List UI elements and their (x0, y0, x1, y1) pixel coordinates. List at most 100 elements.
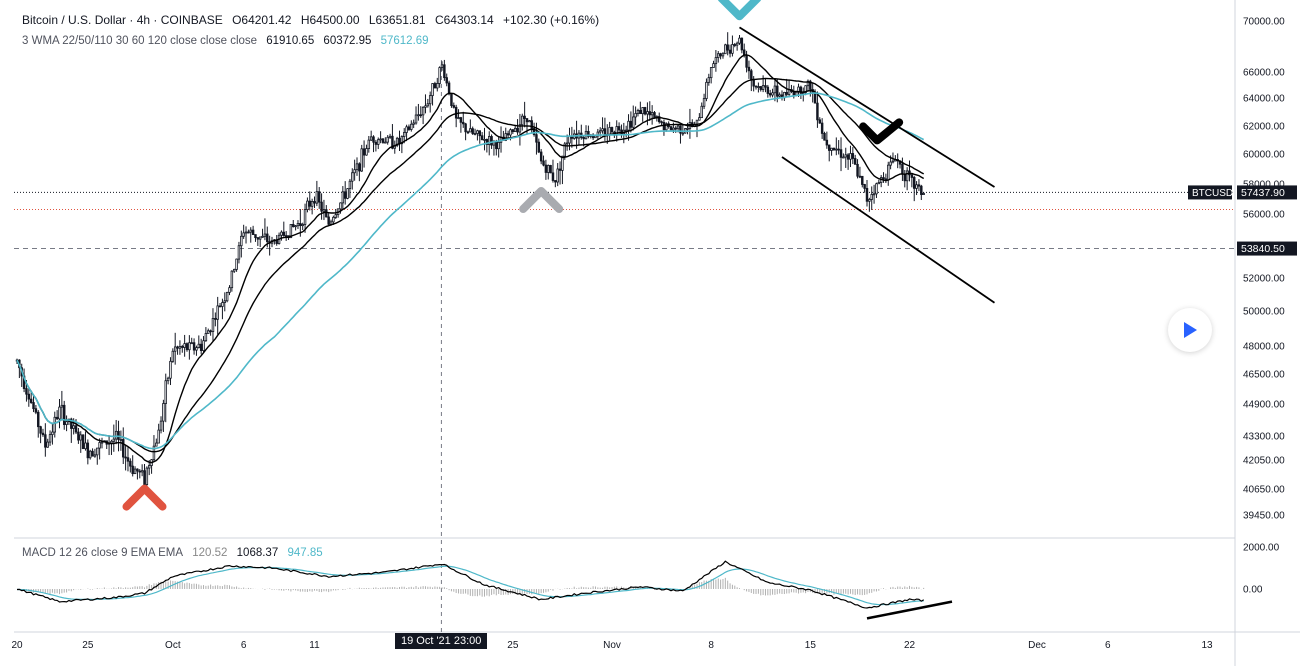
candle-body (632, 116, 635, 128)
candle-body (861, 175, 864, 185)
candle-body (511, 129, 515, 133)
candle-body (77, 431, 80, 441)
time-tick-label: 25 (507, 640, 519, 651)
symbol-legend: Bitcoin / U.S. Dollar · 4h · COINBASE O6… (22, 13, 605, 27)
candle-body (402, 132, 406, 137)
price-tick-label: 48000.00 (1243, 342, 1285, 353)
candle-body (771, 92, 774, 96)
candle-body (46, 441, 49, 448)
candle-body (84, 442, 87, 450)
price-tick-label: 58000.00 (1243, 180, 1285, 191)
candles (15, 32, 925, 493)
candle-body (428, 95, 432, 105)
candle-body (96, 447, 99, 456)
candle-body (211, 318, 215, 332)
candle-body (676, 125, 680, 130)
candle-body (530, 120, 533, 129)
play-button[interactable] (1168, 308, 1212, 352)
candle-body (766, 86, 770, 94)
candle-body (369, 136, 373, 141)
price-tick-label: 52000.00 (1243, 274, 1285, 285)
macd-value-line: 1068.37 (236, 547, 279, 559)
candle-body (365, 148, 368, 156)
candle-body (445, 77, 448, 84)
candle-body (698, 117, 701, 121)
candle-body (362, 148, 366, 156)
candle-body (358, 163, 361, 172)
candle-body (310, 201, 314, 207)
candle-body (395, 137, 399, 146)
candle-body (384, 141, 387, 144)
candle-body (478, 130, 482, 137)
candle-body (145, 467, 149, 485)
macd-legend: MACD 12 26 close 9 EMA EMA 120.52 1068.3… (22, 547, 329, 559)
candle-body (133, 468, 137, 475)
candle-body (294, 225, 297, 228)
candle-body (39, 426, 42, 434)
candle-body (93, 454, 97, 457)
candle-body (173, 346, 177, 352)
candle-body (438, 67, 441, 84)
candle-body (891, 160, 895, 163)
candle-body (91, 450, 94, 457)
candle-body (296, 223, 300, 227)
candle-body (407, 126, 411, 130)
candle-body (221, 302, 224, 307)
candle-body (565, 142, 569, 145)
candle-body (129, 460, 132, 467)
candle-body (495, 141, 498, 150)
candle-body (799, 86, 803, 94)
candle-body (823, 133, 826, 141)
macd-value-hist: 120.52 (192, 547, 228, 559)
candle-body (532, 128, 536, 136)
candle-body (839, 149, 843, 158)
candle-body (660, 121, 663, 124)
candle-body (721, 53, 725, 57)
candle-body (284, 235, 288, 237)
candle-body (65, 421, 68, 426)
candle-body (147, 465, 151, 469)
time-tick-label: 25 (82, 640, 94, 651)
candle-body (289, 224, 293, 239)
candle-body (657, 116, 661, 123)
wma-line (16, 92, 925, 450)
price-tick-label: 62000.00 (1243, 122, 1285, 133)
time-tick-label: 6 (1105, 640, 1111, 651)
candle-body (480, 135, 484, 141)
candle-body (207, 330, 210, 334)
candle-body (341, 191, 345, 204)
candle-body (339, 202, 342, 210)
candle-body (367, 139, 371, 149)
candle-body (218, 305, 222, 308)
candle-body (700, 105, 703, 119)
candle-body (299, 223, 302, 227)
candle-body (471, 128, 474, 135)
candle-body (32, 402, 35, 410)
candle-body (785, 91, 788, 95)
candle-body (157, 429, 160, 444)
candle-body (903, 173, 907, 182)
candle-body (610, 127, 614, 133)
candle-body (360, 148, 363, 172)
candle-body (818, 119, 822, 124)
candle-body (72, 425, 75, 429)
candle-body (140, 470, 144, 473)
time-tick-label: Dec (1028, 640, 1046, 651)
candle-body (806, 80, 810, 87)
candle-body (717, 53, 720, 58)
symbol-title: Bitcoin / U.S. Dollar · 4h · COINBASE (22, 13, 223, 27)
candle-body (306, 200, 309, 210)
candle-body (386, 136, 389, 143)
candle-body (544, 164, 548, 173)
macd-tick-label: 2000.00 (1243, 543, 1280, 554)
candle-body (454, 106, 458, 119)
candle-body (825, 139, 829, 146)
candle-body (421, 106, 425, 116)
time-tick-label: Oct (165, 640, 181, 651)
candle-body (731, 44, 734, 54)
time-tick-label: 20 (11, 640, 23, 651)
price-tick-label: 39450.00 (1243, 511, 1285, 522)
candle-body (757, 86, 760, 88)
